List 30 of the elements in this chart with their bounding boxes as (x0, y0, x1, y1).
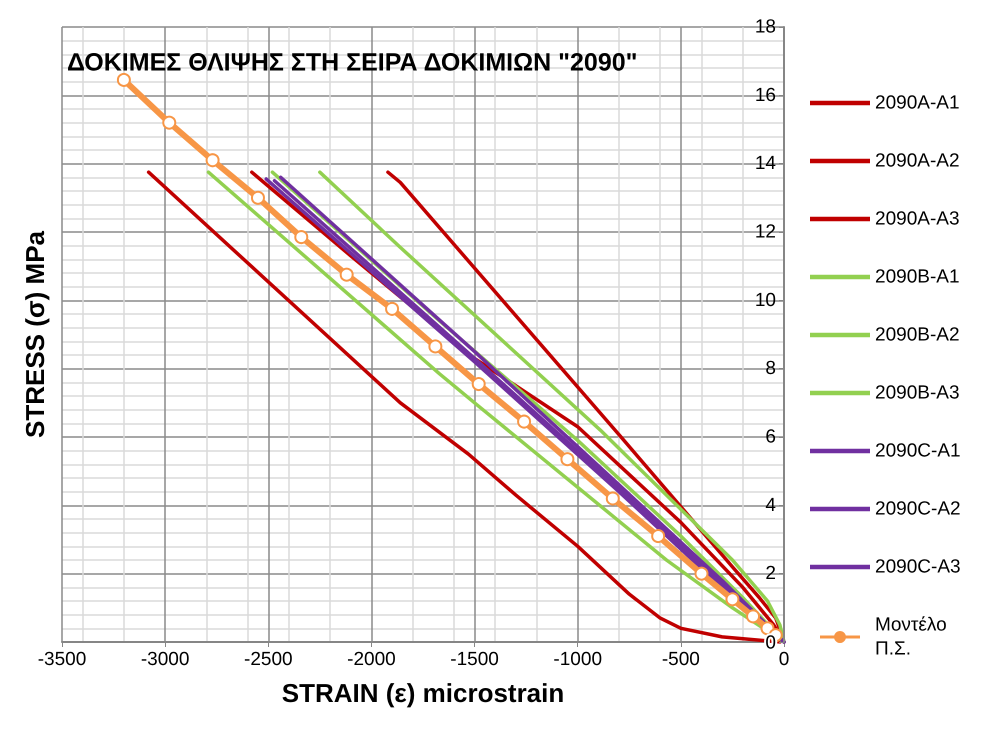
y-tick-label: 10 (754, 290, 776, 311)
y-tick-label: 16 (754, 84, 776, 106)
legend-label: 2090B-A3 (875, 382, 960, 404)
y-tick-label: 4 (765, 494, 776, 516)
x-tick-label: -1500 (450, 649, 499, 670)
y-tick-label: 14 (754, 153, 776, 174)
legend-label: 2090B-A2 (875, 324, 960, 346)
legend-label: 2090C-A3 (875, 556, 961, 578)
y-tick-label: 2 (765, 563, 776, 584)
y-tick-label: 18 (754, 16, 776, 38)
legend-label: 2090A-A1 (875, 92, 960, 114)
x-tick-label: -2000 (347, 649, 396, 670)
x-tick-label: -1000 (553, 649, 602, 670)
x-axis-title: STRAIN (ε) microstrain (282, 678, 564, 708)
y-axis-title: STRESS (σ) MPa (20, 230, 50, 438)
legend-label: Μοντέλο Π.Σ. (875, 614, 947, 660)
y-tick-label: 8 (765, 358, 776, 380)
x-tick-label: -3000 (140, 649, 190, 670)
y-tick-label: 12 (754, 222, 776, 242)
legend-label: 2090C-A1 (875, 440, 961, 462)
x-tick-label: 0 (778, 649, 790, 670)
x-tick-label: -3500 (38, 649, 86, 670)
y-tick-label: 6 (765, 426, 776, 448)
x-tick-label: -500 (662, 649, 700, 670)
legend-label: 2090C-A2 (875, 498, 961, 520)
text: ΔΟΚΙΜΕΣ ΘΛΙΨΗΣ ΣΤΗ ΣΕΙΡΑ ΔΟΚΙΜΙΩΝ "2090" (67, 48, 638, 76)
legend-label: 2090B-A1 (875, 266, 960, 288)
x-tick-label: -2500 (244, 649, 293, 670)
legend-label: 2090A-A3 (875, 208, 960, 230)
legend-label: 2090A-A2 (875, 150, 960, 172)
